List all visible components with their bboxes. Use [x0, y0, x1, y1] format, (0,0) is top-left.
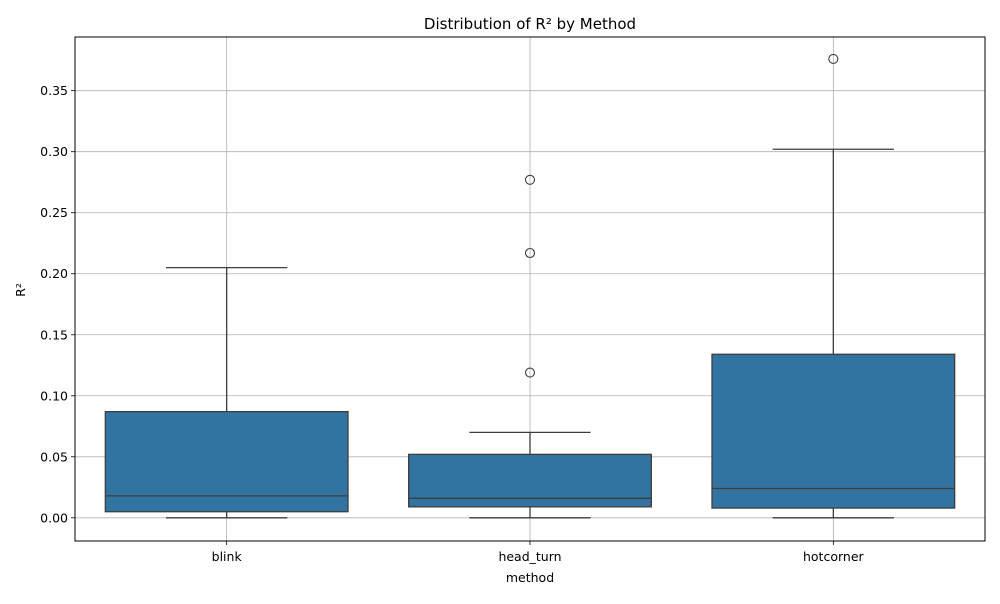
y-tick-label: 0.35 — [40, 83, 68, 98]
box-group-hotcorner — [711, 53, 956, 519]
iqr-box — [408, 453, 652, 508]
y-tick-label: 0.30 — [40, 144, 68, 159]
iqr-box — [711, 353, 956, 509]
box-group-blink — [104, 266, 349, 519]
chart-title: Distribution of R² by Method — [424, 15, 636, 33]
x-tick-label-blink: blink — [212, 549, 243, 564]
y-axis-label: R² — [13, 283, 28, 297]
axes-layer: 0.00 0.05 0.10 0.15 0.20 0.25 0.30 0.35 blink hea… — [40, 83, 864, 564]
outlier-point — [524, 247, 536, 259]
y-tick-label: 0.05 — [40, 449, 68, 464]
x-tick-label-head_turn: head_turn — [498, 549, 561, 564]
y-tick-label: 0.15 — [40, 327, 68, 342]
x-axis-label: method — [506, 570, 554, 585]
iqr-box — [104, 410, 349, 513]
y-tick-label: 0.00 — [40, 510, 68, 525]
box-group-head_turn — [408, 174, 652, 519]
outlier-point — [828, 53, 839, 65]
boxes-layer — [104, 53, 956, 519]
x-tick-label-hotcorner: hotcorner — [803, 549, 865, 564]
y-tick-label: 0.10 — [40, 388, 68, 403]
outlier-point — [524, 174, 536, 185]
y-tick-label: 0.20 — [40, 266, 68, 281]
y-tick-label: 0.25 — [40, 205, 68, 220]
outlier-point — [524, 367, 536, 378]
